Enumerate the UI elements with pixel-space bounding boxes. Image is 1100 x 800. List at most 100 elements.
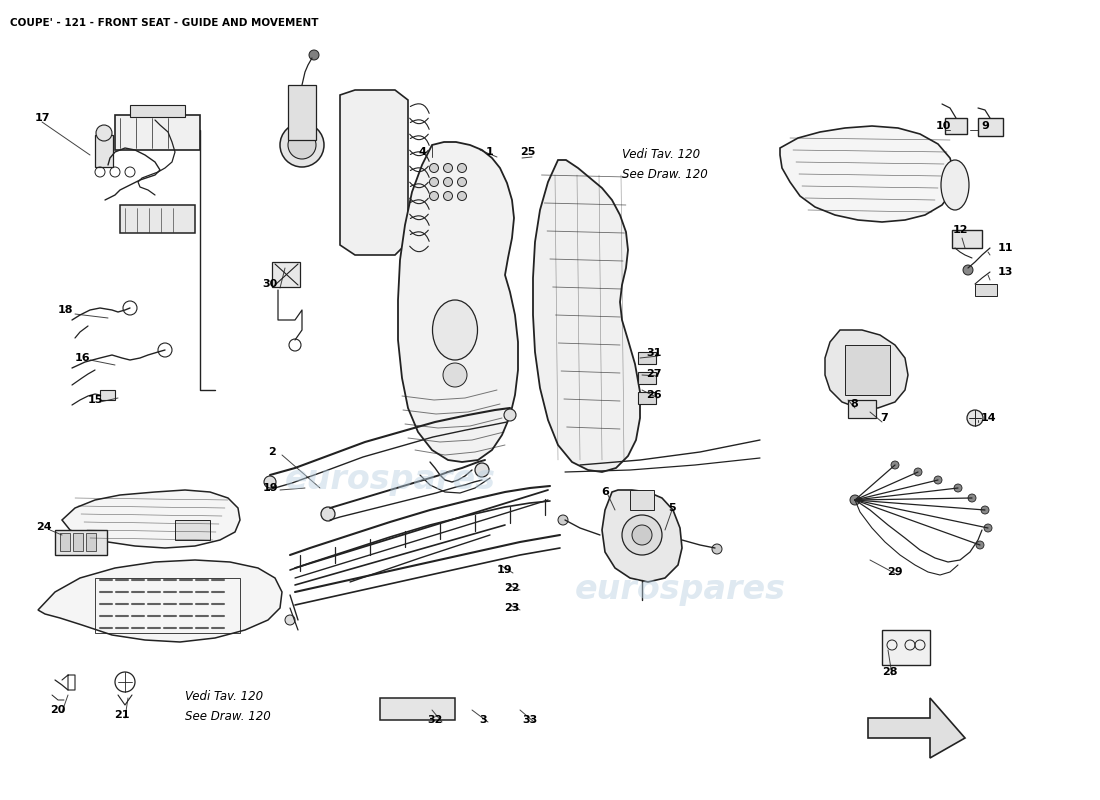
Circle shape bbox=[962, 265, 974, 275]
Text: 14: 14 bbox=[980, 413, 996, 423]
Text: 18: 18 bbox=[57, 305, 73, 315]
Circle shape bbox=[621, 515, 662, 555]
Text: 27: 27 bbox=[647, 369, 662, 379]
Bar bbox=[288, 85, 316, 140]
Text: 29: 29 bbox=[888, 567, 903, 577]
Circle shape bbox=[96, 125, 112, 141]
Bar bbox=[945, 118, 967, 134]
Circle shape bbox=[914, 468, 922, 476]
Bar bbox=[630, 490, 654, 510]
Bar bbox=[55, 530, 107, 555]
Circle shape bbox=[968, 494, 976, 502]
Circle shape bbox=[850, 495, 860, 505]
Text: 26: 26 bbox=[646, 390, 662, 400]
Text: 22: 22 bbox=[504, 583, 519, 593]
Bar bbox=[272, 262, 300, 287]
Bar bbox=[638, 392, 656, 404]
Polygon shape bbox=[39, 560, 282, 642]
Bar bbox=[882, 630, 930, 665]
Circle shape bbox=[443, 178, 452, 186]
Circle shape bbox=[934, 476, 942, 484]
Circle shape bbox=[891, 461, 899, 469]
Circle shape bbox=[264, 476, 276, 488]
Text: 20: 20 bbox=[51, 705, 66, 715]
Text: 11: 11 bbox=[998, 243, 1013, 253]
Polygon shape bbox=[868, 698, 965, 758]
Polygon shape bbox=[398, 142, 518, 462]
Text: 6: 6 bbox=[601, 487, 609, 497]
Text: 19: 19 bbox=[497, 565, 513, 575]
Text: 23: 23 bbox=[504, 603, 519, 613]
Bar bbox=[379, 698, 455, 720]
Text: 28: 28 bbox=[882, 667, 898, 677]
Text: 4: 4 bbox=[418, 147, 426, 157]
Bar bbox=[116, 115, 200, 150]
Text: 5: 5 bbox=[668, 503, 675, 513]
Bar bbox=[952, 230, 982, 248]
Text: 16: 16 bbox=[75, 353, 91, 363]
Text: 15: 15 bbox=[87, 395, 102, 405]
Text: 31: 31 bbox=[647, 348, 662, 358]
Bar bbox=[638, 352, 656, 364]
Circle shape bbox=[475, 463, 490, 477]
Bar bbox=[975, 284, 997, 296]
Text: 24: 24 bbox=[36, 522, 52, 532]
Bar bbox=[120, 205, 195, 233]
Bar bbox=[86, 533, 96, 551]
Circle shape bbox=[504, 409, 516, 421]
Text: 30: 30 bbox=[263, 279, 277, 289]
Bar bbox=[95, 135, 113, 167]
Bar bbox=[848, 400, 876, 418]
Polygon shape bbox=[340, 90, 408, 255]
Circle shape bbox=[288, 131, 316, 159]
Text: Vedi Tav. 120: Vedi Tav. 120 bbox=[185, 690, 263, 703]
Bar bbox=[100, 390, 116, 400]
Circle shape bbox=[558, 515, 568, 525]
Text: 8: 8 bbox=[850, 399, 858, 409]
Text: 2: 2 bbox=[268, 447, 276, 457]
Text: COUPE' - 121 - FRONT SEAT - GUIDE AND MOVEMENT: COUPE' - 121 - FRONT SEAT - GUIDE AND MO… bbox=[10, 18, 319, 28]
Circle shape bbox=[429, 163, 439, 173]
Text: 33: 33 bbox=[522, 715, 538, 725]
Circle shape bbox=[443, 191, 452, 201]
Polygon shape bbox=[780, 126, 955, 222]
Circle shape bbox=[321, 507, 336, 521]
Text: 3: 3 bbox=[480, 715, 487, 725]
Text: 7: 7 bbox=[880, 413, 888, 423]
Bar bbox=[130, 105, 185, 117]
Polygon shape bbox=[602, 490, 682, 582]
Circle shape bbox=[285, 615, 295, 625]
Circle shape bbox=[712, 544, 722, 554]
Circle shape bbox=[984, 524, 992, 532]
Circle shape bbox=[429, 178, 439, 186]
Circle shape bbox=[976, 541, 984, 549]
Circle shape bbox=[632, 525, 652, 545]
Text: 10: 10 bbox=[935, 121, 950, 131]
Bar bbox=[73, 533, 82, 551]
Text: 9: 9 bbox=[981, 121, 989, 131]
Text: eurospares: eurospares bbox=[574, 574, 785, 606]
Text: 1: 1 bbox=[486, 147, 494, 157]
Text: See Draw. 120: See Draw. 120 bbox=[185, 710, 271, 723]
Polygon shape bbox=[534, 160, 640, 472]
Circle shape bbox=[967, 410, 983, 426]
Circle shape bbox=[429, 191, 439, 201]
Text: 17: 17 bbox=[34, 113, 50, 123]
Circle shape bbox=[458, 191, 466, 201]
Bar bbox=[60, 533, 70, 551]
Circle shape bbox=[280, 123, 324, 167]
Text: 32: 32 bbox=[427, 715, 442, 725]
Bar bbox=[95, 578, 240, 633]
Polygon shape bbox=[825, 330, 908, 408]
Circle shape bbox=[309, 50, 319, 60]
Text: 19: 19 bbox=[262, 483, 278, 493]
Circle shape bbox=[981, 506, 989, 514]
Circle shape bbox=[458, 178, 466, 186]
Circle shape bbox=[458, 163, 466, 173]
Bar bbox=[175, 520, 210, 540]
Circle shape bbox=[954, 484, 962, 492]
Text: See Draw. 120: See Draw. 120 bbox=[621, 168, 707, 181]
Bar bbox=[978, 118, 1003, 136]
Text: 13: 13 bbox=[998, 267, 1013, 277]
Text: 21: 21 bbox=[114, 710, 130, 720]
